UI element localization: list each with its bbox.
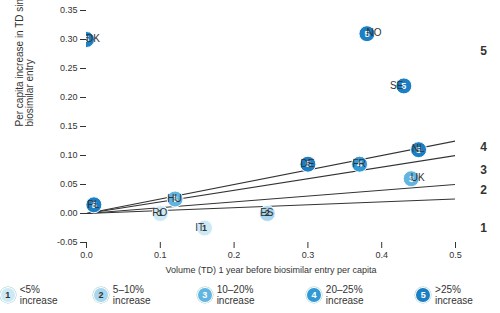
html-text:>25% increase: >25% increase — [435, 284, 473, 306]
svg-text:5: 5 — [401, 80, 407, 91]
svg-text:0.1: 0.1 — [154, 250, 167, 260]
svg-text:1: 1 — [202, 222, 208, 233]
svg-text:PL: PL — [87, 199, 100, 210]
svg-text:0.10: 0.10 — [60, 150, 78, 160]
svg-text:SE: SE — [390, 80, 404, 91]
svg-text:ES: ES — [260, 207, 274, 218]
html-text:5: 5 — [420, 290, 426, 300]
svg-text:0.0: 0.0 — [80, 250, 93, 260]
svg-text:RO: RO — [152, 207, 167, 218]
svg-text:0.05: 0.05 — [60, 179, 78, 189]
svg-text:0.25: 0.25 — [60, 63, 78, 73]
svg-text:-0.05: -0.05 — [57, 237, 78, 247]
svg-text:0.2: 0.2 — [228, 250, 241, 260]
html-text:10–20% increase: 10–20% increase — [216, 284, 255, 306]
svg-text:5: 5 — [480, 44, 487, 58]
svg-text:4: 4 — [480, 140, 487, 154]
svg-text:HU: HU — [167, 193, 181, 204]
svg-text:0.00: 0.00 — [60, 208, 78, 218]
html-text:20–25% increase: 20–25% increase — [325, 284, 364, 306]
svg-text:Per capita increase in TD sinc: Per capita increase in TD sincebiosimila… — [14, 0, 35, 127]
svg-text:NL: NL — [412, 143, 425, 154]
html-text:4: 4 — [311, 290, 317, 300]
svg-text:Volume (TD) 1 year before bios: Volume (TD) 1 year before biosimilar ent… — [165, 265, 376, 275]
svg-text:DE: DE — [300, 158, 314, 169]
svg-text:0.5: 0.5 — [449, 250, 462, 260]
svg-text:3: 3 — [480, 163, 487, 177]
html-text:5–10% increase: 5–10% increase — [112, 284, 151, 306]
svg-text:0.35: 0.35 — [60, 5, 78, 15]
svg-text:DK: DK — [86, 33, 100, 44]
html-text:1: 1 — [5, 290, 11, 300]
svg-text:IT: IT — [195, 222, 204, 233]
html-text:2: 2 — [98, 290, 104, 300]
svg-text:0.4: 0.4 — [375, 250, 388, 260]
html-text:<5% increase: <5% increase — [19, 284, 58, 306]
svg-text:2: 2 — [480, 183, 487, 197]
svg-text:UK: UK — [411, 172, 425, 183]
html-text:3: 3 — [202, 290, 208, 300]
svg-text:0.3: 0.3 — [302, 250, 315, 260]
svg-text:1: 1 — [480, 221, 487, 235]
svg-text:0.20: 0.20 — [60, 92, 78, 102]
svg-text:NO: NO — [366, 27, 381, 38]
svg-text:0.15: 0.15 — [60, 121, 78, 131]
svg-text:0.30: 0.30 — [60, 34, 78, 44]
svg-text:FR: FR — [352, 158, 365, 169]
